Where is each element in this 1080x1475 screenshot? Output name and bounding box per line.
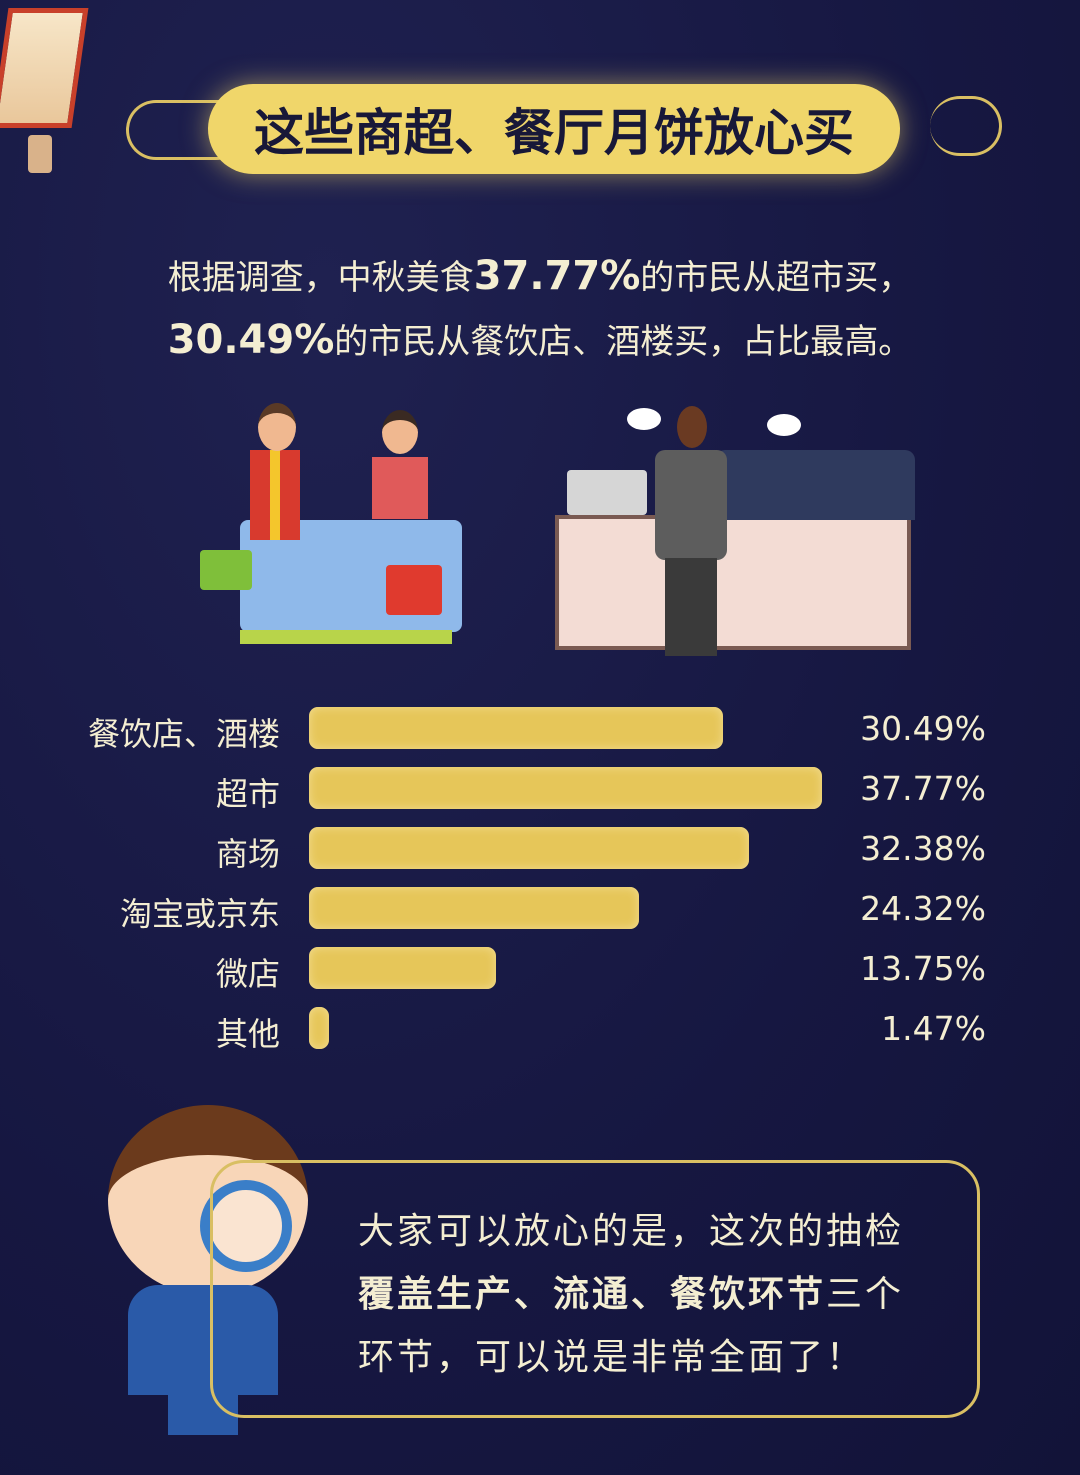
bar-value-label: 37.77% <box>860 769 986 808</box>
callout-text: 大家可以放心的是，这次的抽检 覆盖生产、流通、餐饮环节三个 环节，可以说是非常全… <box>358 1200 904 1389</box>
callout-line: 环节，可以说是非常全面了！ <box>358 1337 866 1378</box>
restaurant-illustration <box>555 400 915 660</box>
intro-text: 根据调查，中秋美食37.77%的市民从超市买， 30.49%的市民从餐饮店、酒楼… <box>0 245 1080 373</box>
bar-value-label: 30.49% <box>860 709 986 748</box>
lantern-tassel <box>28 135 52 173</box>
supermarket-illustration <box>200 395 465 650</box>
bar-label: 微店 <box>215 955 280 993</box>
bar-value-label: 24.32% <box>860 889 986 928</box>
intro-text-part: 的市民从餐饮店、酒楼买，占比最高。 <box>334 322 913 362</box>
bar-value-label: 32.38% <box>860 829 986 868</box>
magnifier-icon <box>200 1180 292 1272</box>
intro-text-part: 的市民从超市买， <box>640 258 913 298</box>
mascot-detective-illustration <box>88 1105 338 1445</box>
decorative-cloud-right <box>930 96 1002 156</box>
bar <box>309 707 724 749</box>
bar-label: 淘宝或京东 <box>119 895 280 933</box>
bar-value-label: 1.47% <box>881 1009 986 1048</box>
bar-label: 其他 <box>215 1015 280 1053</box>
page-title: 这些商超、餐厅月饼放心买 <box>208 84 900 174</box>
bar-value-label: 13.75% <box>860 949 986 988</box>
bar <box>309 947 496 989</box>
bar-label: 餐饮店、酒楼 <box>87 715 280 753</box>
bar-label: 超市 <box>215 775 280 813</box>
bar <box>309 887 640 929</box>
intro-highlight: 30.49% <box>167 317 335 363</box>
intro-text-part: 根据调查，中秋美食 <box>167 258 474 298</box>
callout-line: 大家可以放心的是，这次的抽检 <box>358 1211 905 1252</box>
bar <box>309 1007 329 1049</box>
decorative-cloud-left <box>126 100 246 160</box>
callout-highlight: 覆盖生产、流通、餐饮环节 <box>358 1274 827 1315</box>
bar-label: 商场 <box>215 835 280 873</box>
bar <box>309 767 822 809</box>
callout-box <box>210 1160 980 1418</box>
intro-highlight: 37.77% <box>473 253 641 299</box>
bar <box>309 827 749 869</box>
callout-line: 三个 <box>826 1274 905 1315</box>
